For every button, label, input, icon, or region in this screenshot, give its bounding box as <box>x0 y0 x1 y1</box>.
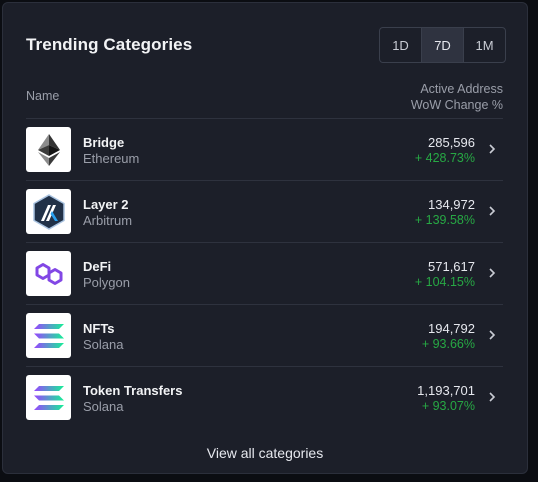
trending-categories-card: Trending Categories 1D 7D 1M Name Active… <box>2 2 528 474</box>
category-name: Bridge <box>83 135 125 150</box>
active-address-count: 285,596 <box>428 135 475 150</box>
category-chain: Solana <box>83 399 124 414</box>
wow-change: + 93.66% <box>421 337 475 351</box>
active-address-count: 134,972 <box>428 197 475 212</box>
category-name: DeFi <box>83 259 112 274</box>
solana-icon <box>26 375 71 420</box>
wow-change: + 139.58% <box>414 213 475 227</box>
column-header-change-line1: Active Address <box>420 82 503 96</box>
chevron-right-icon <box>489 144 496 154</box>
time-range-selector: 1D 7D 1M <box>379 27 506 63</box>
category-row[interactable]: Layer 2 Arbitrum 134,972 + 139.58% <box>26 181 503 243</box>
category-chain: Solana <box>83 337 124 352</box>
column-header-change-line2: WoW Change % <box>410 98 503 112</box>
chevron-right-icon <box>489 330 496 340</box>
wow-change: + 428.73% <box>414 151 475 165</box>
range-7d-button[interactable]: 7D <box>422 28 464 62</box>
header-divider <box>26 118 503 119</box>
category-name: Layer 2 <box>83 197 129 212</box>
view-all-categories-link[interactable]: View all categories <box>206 445 324 461</box>
category-chain: Polygon <box>83 275 130 290</box>
chevron-right-icon <box>489 206 496 216</box>
category-list: Bridge Ethereum 285,596 + 428.73% Layer … <box>26 119 503 428</box>
active-address-count: 571,617 <box>428 259 475 274</box>
category-chain: Arbitrum <box>83 213 133 228</box>
card-title: Trending Categories <box>26 35 193 54</box>
category-row[interactable]: Token Transfers Solana 1,193,701 + 93.07… <box>26 367 503 428</box>
range-1d-button[interactable]: 1D <box>380 28 422 62</box>
category-chain: Ethereum <box>83 151 140 166</box>
wow-change: + 104.15% <box>414 275 475 289</box>
polygon-icon <box>26 251 71 296</box>
column-header-name: Name <box>26 89 60 103</box>
ethereum-icon <box>26 127 71 172</box>
wow-change: + 93.07% <box>421 399 475 413</box>
chevron-right-icon <box>489 268 496 278</box>
category-row[interactable]: Bridge Ethereum 285,596 + 428.73% <box>26 119 503 181</box>
category-row[interactable]: NFTs Solana 194,792 + 93.66% <box>26 305 503 367</box>
active-address-count: 194,792 <box>428 321 475 336</box>
arbitrum-icon <box>26 189 71 234</box>
range-1m-button[interactable]: 1M <box>475 37 494 53</box>
active-address-count: 1,193,701 <box>417 383 475 398</box>
category-name: NFTs <box>83 321 115 336</box>
solana-icon <box>26 313 71 358</box>
chevron-right-icon <box>489 392 496 402</box>
column-header-change: Active Address WoW Change % <box>411 81 503 113</box>
category-name: Token Transfers <box>83 383 183 398</box>
category-row[interactable]: DeFi Polygon 571,617 + 104.15% <box>26 243 503 305</box>
